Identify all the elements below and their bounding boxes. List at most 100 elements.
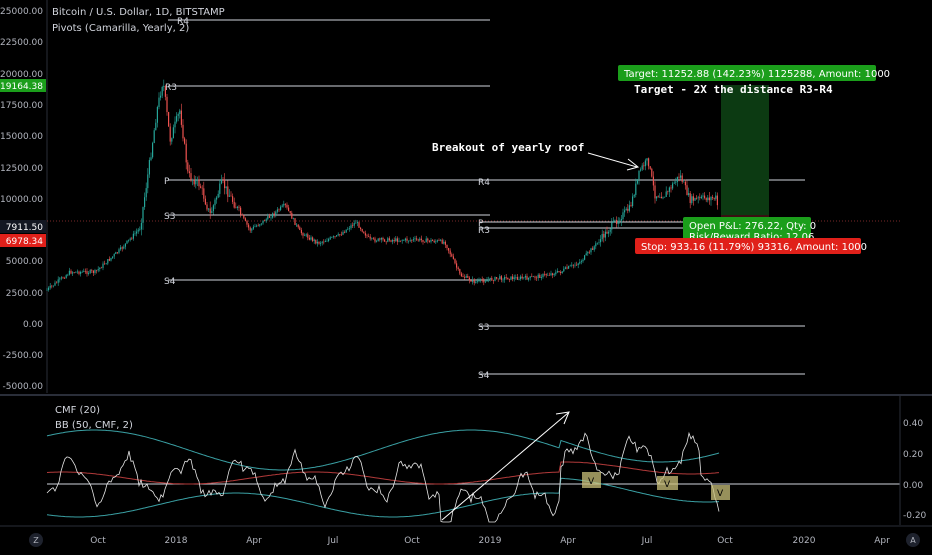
candle-body	[128, 239, 130, 241]
target-note[interactable]: Target - 2X the distance R3-R4	[634, 83, 833, 96]
candle-body	[121, 247, 123, 249]
candle-body	[414, 238, 416, 240]
candle-body	[507, 277, 509, 280]
candle-body	[654, 185, 656, 199]
candle-body	[596, 242, 598, 244]
candle-body	[203, 188, 205, 199]
candle-body	[598, 242, 600, 243]
candle-body	[224, 180, 226, 189]
price-axis[interactable]: 25000.00 22500.00 20000.00 17500.00 1500…	[0, 0, 48, 393]
candle-body	[297, 224, 299, 228]
candle-body	[347, 228, 349, 230]
candle-body	[232, 196, 234, 202]
candle-body	[161, 86, 163, 96]
candle-body	[403, 240, 405, 241]
candle-body	[643, 165, 645, 167]
candle-body	[73, 272, 75, 274]
bb-label[interactable]: BB (50, CMF, 2)	[55, 420, 133, 431]
candle-body	[112, 256, 114, 258]
candle-body	[310, 237, 312, 240]
cmf-marker-2[interactable]: V	[657, 476, 678, 490]
candle-body	[252, 226, 254, 229]
candle-body	[102, 263, 104, 268]
pivot-label-r3: R3	[478, 226, 490, 236]
target-zone[interactable]	[721, 85, 769, 215]
candle-body	[532, 276, 534, 278]
cmf-marker-3[interactable]: V	[711, 485, 730, 500]
candle-body	[238, 206, 240, 208]
candle-body	[393, 240, 395, 242]
candle-body	[278, 209, 280, 211]
target-label-box[interactable]: Target: 11252.88 (142.23%) 1125288, Amou…	[618, 65, 890, 81]
cmf-marker-1[interactable]: V	[582, 472, 601, 488]
symbol-title[interactable]: Bitcoin / U.S. Dollar, 1D, BITSTAMP	[52, 7, 225, 18]
candle-body	[692, 196, 694, 201]
cmf-label[interactable]: CMF (20)	[55, 405, 100, 416]
candle-body	[320, 242, 322, 244]
breakout-note[interactable]: Breakout of yearly roof	[432, 141, 584, 154]
candle-body	[628, 205, 630, 211]
candle-body	[337, 234, 339, 236]
candle-body	[552, 273, 554, 276]
candle-body	[329, 237, 331, 240]
candle-body	[395, 238, 397, 242]
candle-body	[342, 232, 344, 235]
pivots-indicator-label[interactable]: Pivots (Camarilla, Yearly, 2)	[52, 23, 189, 34]
candle-body	[636, 179, 638, 184]
candle-body	[641, 165, 643, 170]
candle-body	[233, 201, 235, 208]
candle-body	[569, 265, 571, 267]
cmf-trend-arrow[interactable]	[441, 411, 570, 521]
candle-body	[419, 238, 421, 241]
indicator-tick: -0.20	[903, 511, 927, 521]
candle-body	[222, 179, 224, 181]
pnl-label-box[interactable]: Open P&L: 276.22, Qty: 0 Risk/Reward Rat…	[683, 217, 816, 243]
candle-body	[585, 253, 587, 256]
candle-body	[328, 239, 330, 241]
candle-body	[171, 138, 173, 142]
candle-body	[620, 219, 622, 221]
candle-body	[595, 243, 597, 247]
candle-body	[158, 97, 160, 108]
candle-body	[667, 191, 669, 193]
candle-body	[480, 279, 482, 280]
candle-body	[209, 208, 211, 214]
candle-body	[180, 110, 182, 125]
breakout-arrow[interactable]	[587, 152, 640, 171]
candle-body	[646, 158, 648, 161]
candle-body	[136, 231, 138, 234]
candle-body	[388, 238, 390, 241]
z-icon[interactable]: Z	[29, 533, 43, 547]
candle-body	[396, 238, 398, 242]
candle-body	[462, 276, 464, 277]
candle-body	[324, 241, 326, 242]
candle-body	[611, 222, 613, 230]
candle-body	[145, 188, 147, 198]
auto-scale-icon[interactable]: A	[906, 533, 920, 547]
candle-body	[534, 276, 536, 278]
stop-label-box[interactable]: Stop: 933.16 (11.79%) 93316, Amount: 100…	[635, 238, 867, 254]
candle-body	[564, 267, 566, 269]
candle-body	[217, 193, 219, 198]
time-axis[interactable]: Oct 2018 Apr Jul Oct 2019 Apr Jul Oct 20…	[0, 525, 932, 546]
cmf-line	[46, 431, 720, 523]
candle-body	[454, 258, 456, 264]
candle-body	[284, 203, 286, 205]
candle-body	[579, 261, 581, 264]
candle-body	[144, 197, 146, 208]
cmf-indicator-pane: CMF (20) BB (50, CMF, 2) 0.40 0.20 0.00 …	[46, 396, 927, 525]
candle-body	[529, 276, 531, 278]
candle-body	[105, 263, 107, 265]
candle-body	[561, 271, 563, 274]
candle-body	[499, 276, 501, 280]
long-position-tool[interactable]: Target: 11252.88 (142.23%) 1125288, Amou…	[618, 65, 890, 254]
price-tick: -5000.00	[3, 382, 44, 392]
candle-body	[270, 217, 272, 219]
candle-body	[168, 112, 170, 127]
candle-body	[361, 229, 363, 232]
candle-body	[691, 196, 693, 203]
candle-body	[694, 197, 696, 201]
candle-body	[321, 241, 323, 243]
candle-body	[257, 225, 259, 227]
candle-body	[713, 197, 715, 199]
